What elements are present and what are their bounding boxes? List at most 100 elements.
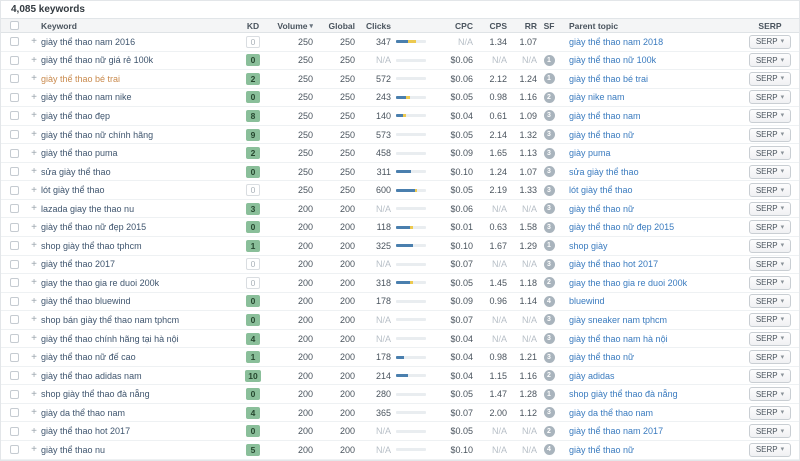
- expand-plus-icon[interactable]: +: [31, 110, 37, 122]
- expand-plus-icon[interactable]: +: [31, 388, 37, 400]
- column-header-kd[interactable]: KD: [246, 20, 260, 31]
- parent-topic-link[interactable]: giày thể thao bé trai: [569, 73, 649, 84]
- serp-button[interactable]: SERP ▾: [748, 34, 792, 49]
- column-header-rr[interactable]: RR: [524, 20, 537, 31]
- serp-button[interactable]: SERP ▾: [748, 368, 792, 383]
- expand-plus-icon[interactable]: +: [31, 444, 37, 456]
- column-header-volume[interactable]: Volume ▾: [269, 21, 313, 31]
- keyword-link[interactable]: giày thể thao chính hãng tại hà nội: [41, 333, 179, 344]
- keyword-link[interactable]: giày da thể thao nam: [41, 407, 126, 418]
- row-checkbox[interactable]: [9, 278, 19, 288]
- keyword-link[interactable]: giày thể thao nu: [41, 444, 106, 455]
- column-header-cpc[interactable]: CPC: [455, 20, 473, 31]
- column-header-sf[interactable]: SF: [543, 20, 555, 31]
- serp-button[interactable]: SERP ▾: [748, 108, 792, 123]
- serp-button[interactable]: SERP ▾: [748, 146, 792, 161]
- keyword-link[interactable]: giày thể thao nữ giá rẻ 100k: [41, 55, 154, 66]
- expand-plus-icon[interactable]: +: [31, 184, 37, 196]
- parent-topic-link[interactable]: giày thể thao nữ: [569, 352, 635, 363]
- parent-topic-link[interactable]: giày thể thao nữ đẹp 2015: [569, 222, 675, 233]
- keyword-link[interactable]: lót giày thể thao: [41, 185, 105, 196]
- column-header-keyword[interactable]: Keyword: [41, 20, 77, 31]
- expand-plus-icon[interactable]: +: [31, 333, 37, 345]
- keyword-link[interactable]: giày thể thao bluewind: [41, 296, 131, 307]
- expand-plus-icon[interactable]: +: [31, 314, 37, 326]
- expand-plus-icon[interactable]: +: [31, 36, 37, 48]
- parent-topic-link[interactable]: giày thể thao nữ: [569, 129, 635, 140]
- keyword-link[interactable]: sửa giày thể thao: [41, 166, 111, 177]
- column-header-global[interactable]: Global: [328, 20, 355, 31]
- column-header-parent-topic[interactable]: Parent topic: [569, 20, 619, 31]
- column-header-clicks[interactable]: Clicks: [365, 20, 391, 31]
- keyword-link[interactable]: giày thể thao hot 2017: [41, 426, 131, 437]
- serp-button[interactable]: SERP ▾: [748, 220, 792, 235]
- row-checkbox[interactable]: [9, 148, 19, 158]
- row-checkbox[interactable]: [9, 37, 19, 47]
- keyword-link[interactable]: giày thể thao nữ chính hãng: [41, 129, 154, 140]
- expand-plus-icon[interactable]: +: [31, 425, 37, 437]
- expand-plus-icon[interactable]: +: [31, 221, 37, 233]
- row-checkbox[interactable]: [9, 389, 19, 399]
- expand-plus-icon[interactable]: +: [31, 203, 37, 215]
- parent-topic-link[interactable]: giày thể thao nam: [569, 110, 641, 121]
- parent-topic-link[interactable]: sửa giày thể thao: [569, 166, 639, 177]
- row-checkbox[interactable]: [9, 222, 19, 232]
- serp-button[interactable]: SERP ▾: [748, 90, 792, 105]
- serp-button[interactable]: SERP ▾: [748, 331, 792, 346]
- serp-button[interactable]: SERP ▾: [748, 387, 792, 402]
- expand-plus-icon[interactable]: +: [31, 370, 37, 382]
- serp-button[interactable]: SERP ▾: [748, 71, 792, 86]
- expand-plus-icon[interactable]: +: [31, 240, 37, 252]
- keyword-link[interactable]: giày thể thao bé trai: [41, 73, 121, 84]
- parent-topic-link[interactable]: giày puma: [569, 148, 611, 159]
- serp-button[interactable]: SERP ▾: [748, 201, 792, 216]
- parent-topic-link[interactable]: giày thể thao nam 2017: [569, 426, 664, 437]
- keyword-link[interactable]: shop giày thể thao tphcm: [41, 240, 142, 251]
- expand-plus-icon[interactable]: +: [31, 91, 37, 103]
- row-checkbox[interactable]: [9, 371, 19, 381]
- serp-button[interactable]: SERP ▾: [748, 238, 792, 253]
- row-checkbox[interactable]: [9, 408, 19, 418]
- serp-button[interactable]: SERP ▾: [748, 294, 792, 309]
- row-checkbox[interactable]: [9, 352, 19, 362]
- row-checkbox[interactable]: [9, 334, 19, 344]
- parent-topic-link[interactable]: giày thể thao nữ: [569, 203, 635, 214]
- keyword-link[interactable]: giay the thao gia re duoi 200k: [41, 277, 160, 288]
- keyword-link[interactable]: shop giày thể thao đà nẵng: [41, 389, 150, 400]
- parent-topic-link[interactable]: bluewind: [569, 296, 605, 307]
- expand-plus-icon[interactable]: +: [31, 277, 37, 289]
- row-checkbox[interactable]: [9, 111, 19, 121]
- serp-button[interactable]: SERP ▾: [748, 183, 792, 198]
- row-checkbox[interactable]: [9, 259, 19, 269]
- parent-topic-link[interactable]: giày sneaker nam tphcm: [569, 314, 668, 325]
- parent-topic-link[interactable]: shop giày: [569, 240, 608, 251]
- row-checkbox[interactable]: [9, 241, 19, 251]
- expand-plus-icon[interactable]: +: [31, 129, 37, 140]
- row-checkbox[interactable]: [9, 92, 19, 102]
- expand-plus-icon[interactable]: +: [31, 147, 37, 159]
- keyword-link[interactable]: lazada giay the thao nu: [41, 203, 135, 214]
- serp-button[interactable]: SERP ▾: [748, 275, 792, 290]
- row-checkbox[interactable]: [9, 185, 19, 195]
- serp-button[interactable]: SERP ▾: [748, 424, 792, 439]
- expand-plus-icon[interactable]: +: [31, 166, 37, 178]
- parent-topic-link[interactable]: shop giày thể thao đà nẵng: [569, 389, 678, 400]
- keyword-link[interactable]: giày thể thao 2017: [41, 259, 116, 270]
- keyword-link[interactable]: giày thể thao puma: [41, 148, 118, 159]
- serp-button[interactable]: SERP ▾: [748, 312, 792, 327]
- row-checkbox[interactable]: [9, 204, 19, 214]
- parent-topic-link[interactable]: giày da thể thao nam: [569, 407, 654, 418]
- keyword-link[interactable]: giày thể thao adidas nam: [41, 370, 142, 381]
- row-checkbox[interactable]: [9, 130, 19, 139]
- row-checkbox[interactable]: [9, 74, 19, 84]
- parent-topic-link[interactable]: giay the thao gia re duoi 200k: [569, 277, 688, 288]
- keyword-link[interactable]: shop bán giày thể thao nam tphcm: [41, 314, 180, 325]
- expand-plus-icon[interactable]: +: [31, 54, 37, 66]
- serp-button[interactable]: SERP ▾: [748, 53, 792, 68]
- expand-plus-icon[interactable]: +: [31, 258, 37, 270]
- expand-plus-icon[interactable]: +: [31, 351, 37, 363]
- column-header-cps[interactable]: CPS: [489, 20, 507, 31]
- keyword-link[interactable]: giày thể thao đẹp: [41, 110, 111, 121]
- parent-topic-link[interactable]: giày nike nam: [569, 92, 625, 103]
- expand-plus-icon[interactable]: +: [31, 73, 37, 85]
